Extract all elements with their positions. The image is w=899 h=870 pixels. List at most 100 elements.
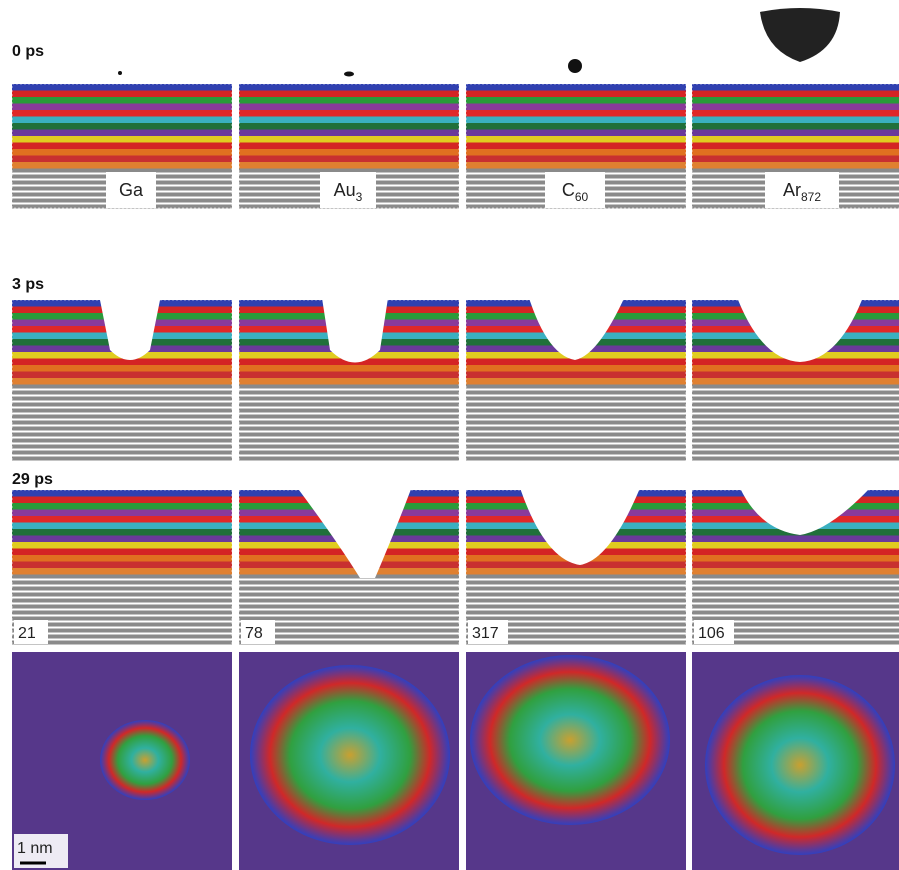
layer (239, 110, 459, 117)
layer (692, 117, 899, 124)
substrate-layer (12, 385, 232, 389)
substrate-layer (466, 593, 686, 597)
substrate-layer (12, 587, 232, 591)
layer (466, 110, 686, 117)
substrate-layer (466, 391, 686, 395)
layer (12, 104, 232, 111)
layer (12, 130, 232, 137)
substrate-layer (239, 169, 459, 173)
substrate-layer (692, 439, 899, 443)
substrate-layer (12, 403, 232, 407)
layer (692, 104, 899, 111)
layer (466, 130, 686, 137)
layer (239, 149, 459, 156)
substrate-layer (12, 575, 232, 579)
layer (692, 536, 899, 543)
substrate-layer (12, 611, 232, 615)
substrate-layer (239, 451, 459, 455)
substrate-layer (12, 397, 232, 401)
layer (239, 378, 459, 385)
layer (12, 516, 232, 523)
count: 106 (698, 625, 725, 642)
substrate-layer (239, 617, 459, 621)
layer (466, 117, 686, 124)
layer (692, 549, 899, 556)
substrate-layer (692, 575, 899, 579)
substrate-layer (692, 409, 899, 413)
substrate-layer (466, 457, 686, 461)
substrate-layer (692, 397, 899, 401)
layer (12, 97, 232, 104)
layer (692, 84, 899, 91)
substrate-layer (239, 391, 459, 395)
substrate-layer (466, 599, 686, 603)
layer (466, 97, 686, 104)
layer (239, 97, 459, 104)
layer (466, 378, 686, 385)
layer (12, 568, 232, 575)
substrate-layer (466, 415, 686, 419)
substrate-layer (12, 605, 232, 609)
layer (12, 510, 232, 517)
substrate-layer (466, 581, 686, 585)
layer (12, 149, 232, 156)
layer (466, 91, 686, 98)
substrate-layer (692, 581, 899, 585)
substrate-layer (12, 599, 232, 603)
layer (239, 91, 459, 98)
substrate-layer (692, 593, 899, 597)
substrate-layer (12, 445, 232, 449)
layer (12, 555, 232, 562)
layer (12, 359, 232, 366)
footprint (250, 665, 450, 845)
crater (320, 268, 390, 363)
substrate-layer (466, 445, 686, 449)
layer (12, 536, 232, 543)
substrate-layer (466, 385, 686, 389)
layer (692, 136, 899, 143)
layer (692, 130, 899, 137)
substrate-layer (239, 397, 459, 401)
layer (692, 568, 899, 575)
layer (12, 365, 232, 372)
layer (692, 110, 899, 117)
substrate-layer (239, 587, 459, 591)
substrate-layer (12, 427, 232, 431)
substrate-layer (239, 409, 459, 413)
layer (692, 123, 899, 130)
footprint (705, 675, 895, 855)
layer (692, 156, 899, 163)
layer (12, 549, 232, 556)
layer (239, 130, 459, 137)
substrate-layer (12, 439, 232, 443)
count: 317 (472, 625, 499, 642)
projectile (118, 71, 122, 75)
layer (466, 365, 686, 372)
layer (12, 84, 232, 91)
substrate-layer (466, 439, 686, 443)
substrate-layer (466, 421, 686, 425)
substrate-layer (12, 415, 232, 419)
layer (466, 136, 686, 143)
layer (466, 123, 686, 130)
figure: 0 ps 3 ps 29 ps Ga Au3 C60 Ar872 21 78 3… (0, 0, 899, 870)
layer (12, 562, 232, 569)
projectile (568, 59, 582, 73)
substrate-layer (239, 385, 459, 389)
substrate-layer (692, 415, 899, 419)
layer (12, 156, 232, 163)
layer (239, 372, 459, 379)
layer (12, 136, 232, 143)
projectile (760, 8, 840, 62)
substrate-layer (466, 169, 686, 173)
layer (239, 562, 459, 569)
substrate-layer (692, 617, 899, 621)
layer (239, 117, 459, 124)
substrate-layer (466, 427, 686, 431)
layer (466, 149, 686, 156)
substrate-layer (12, 169, 232, 173)
substrate-layer (692, 403, 899, 407)
count: 78 (245, 625, 263, 642)
substrate-layer (692, 451, 899, 455)
substrate-layer (466, 605, 686, 609)
